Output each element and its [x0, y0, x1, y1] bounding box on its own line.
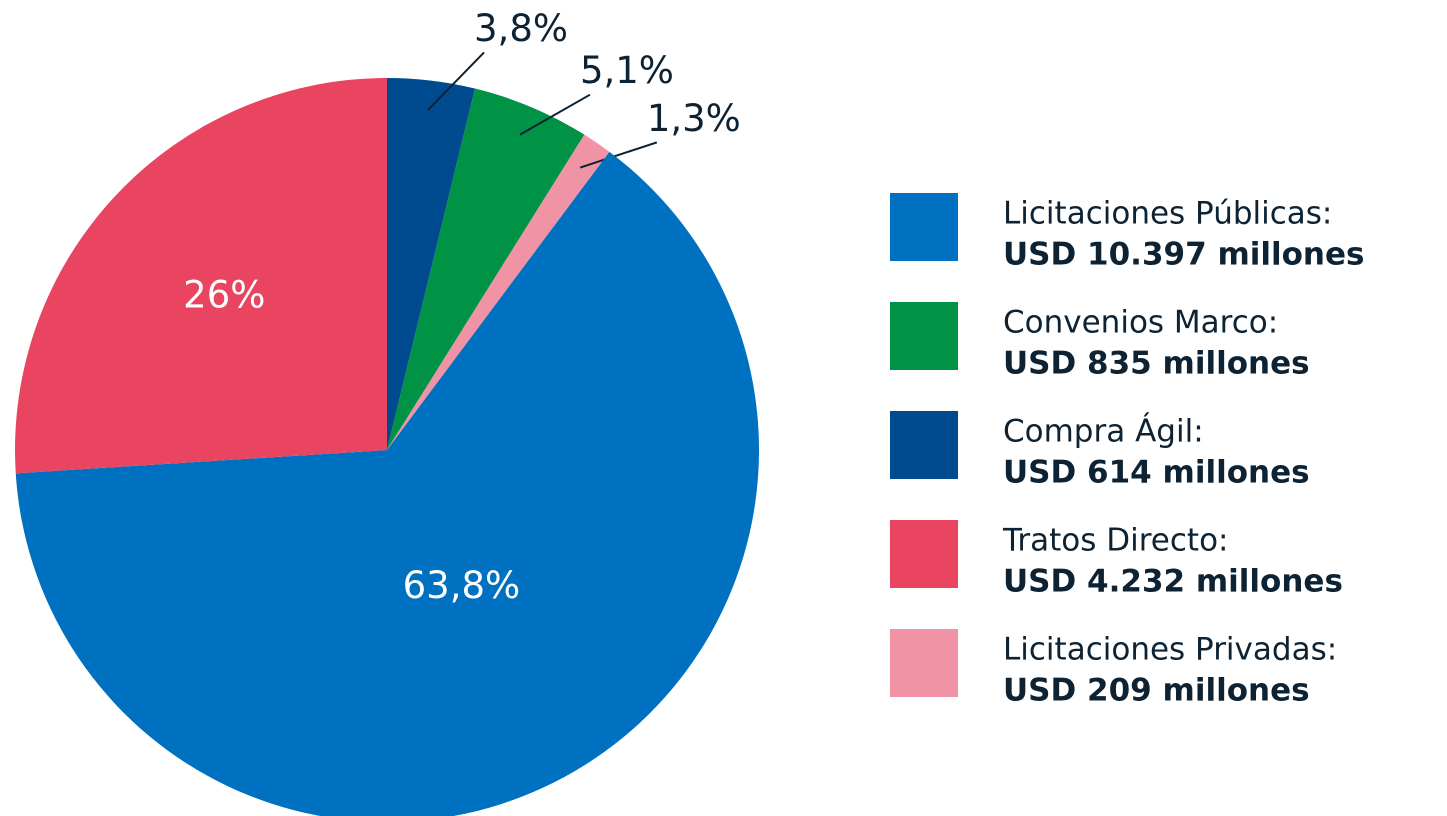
- legend-swatch: [890, 302, 958, 370]
- legend-swatch: [890, 411, 958, 479]
- legend-swatch: [890, 520, 958, 588]
- slice-label: 5,1%: [580, 49, 674, 92]
- legend-label: Compra Ágil:: [1003, 414, 1204, 450]
- slice-label: 1,3%: [647, 97, 741, 140]
- legend-swatch: [890, 193, 958, 261]
- legend-amount: USD 614 millones: [1003, 455, 1310, 491]
- legend-label: Tratos Directo:: [1002, 523, 1228, 559]
- legend-swatch: [890, 629, 958, 697]
- leader-line: [519, 93, 591, 136]
- legend-label: Licitaciones Públicas:: [1003, 196, 1332, 232]
- legend-label: Licitaciones Privadas:: [1003, 632, 1337, 668]
- slice-label: 26%: [183, 274, 265, 317]
- legend-label: Convenios Marco:: [1003, 305, 1278, 341]
- leader-line: [579, 141, 658, 169]
- pie-slice: [387, 88, 585, 451]
- leader-line: [427, 51, 485, 111]
- pie-slice: [14, 78, 387, 474]
- pie-slice: [15, 151, 759, 816]
- slice-label: 63,8%: [403, 564, 521, 607]
- slice-label: 3,8%: [474, 7, 568, 50]
- legend-amount: USD 4.232 millones: [1003, 564, 1343, 600]
- legend-amount: USD 209 millones: [1003, 673, 1310, 709]
- pie-slice: [387, 78, 475, 450]
- pie-slice: [387, 134, 610, 450]
- legend-amount: USD 835 millones: [1003, 346, 1310, 382]
- legend-amount: USD 10.397 millones: [1003, 237, 1364, 273]
